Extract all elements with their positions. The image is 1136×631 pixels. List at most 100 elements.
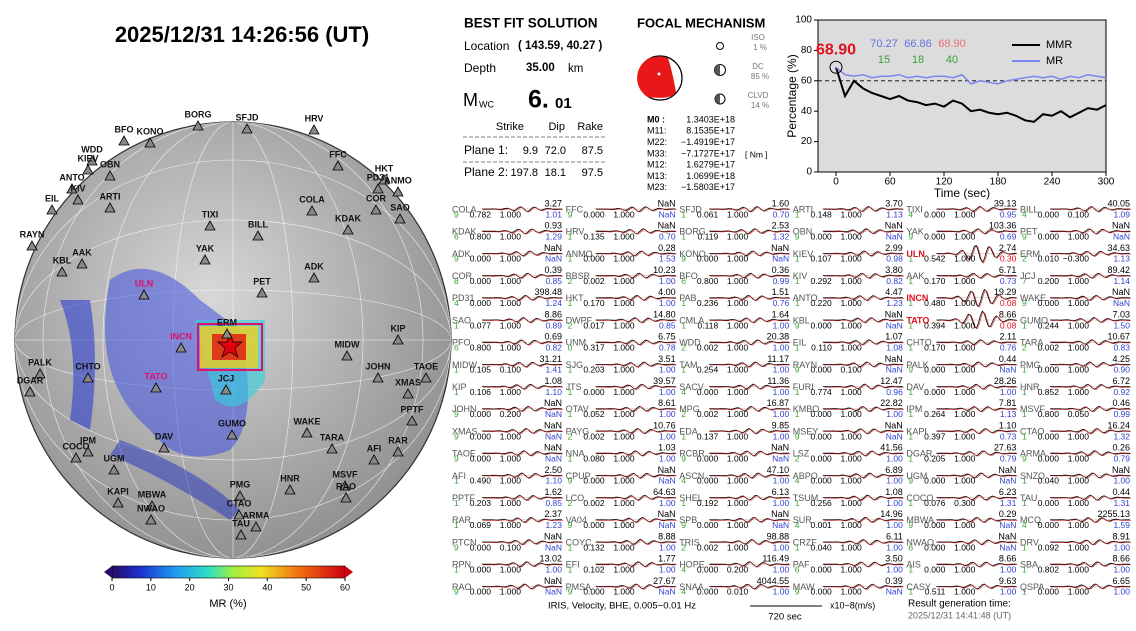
station-count: 1 [1022,431,1027,441]
station-w: 1.000 [841,342,863,352]
station-marker [146,500,158,511]
station-w: 1.000 [1068,564,1090,574]
station-w: 1.000 [1068,453,1090,463]
waveform-synthetic [710,495,791,501]
station-count: 2 [681,542,686,552]
station-name: EIL [793,338,807,348]
station-count: 1 [908,276,913,286]
station-marker [241,123,253,134]
station-name: SNZO [1020,471,1045,481]
station-name: MSEY [793,426,819,436]
waveform-synthetic [710,295,791,302]
station-amp: NaN [998,465,1016,475]
station-marker [372,372,384,383]
station-name: HNR [1020,382,1040,392]
waveform-synthetic [596,295,677,302]
station-amp: 6.75 [658,332,676,342]
waveform-synthetic [596,207,677,213]
station-w: 1.000 [613,342,635,352]
station-name: DGAR [906,449,933,459]
station-ratio: NaN [999,520,1016,530]
station-count: 8 [454,276,459,286]
waveform-synthetic [823,206,904,213]
station-ratio: 0.79 [1000,453,1017,463]
station-ratio: 1.00 [659,498,676,508]
station-count: 1 [1022,498,1027,508]
station-name: NNA [566,449,585,459]
label: Depth [464,61,496,75]
plane-value: 97.5 [582,167,603,179]
waveform-synthetic [596,428,677,435]
waveform-synthetic [1051,339,1132,346]
station-ratio: NaN [886,231,903,241]
station-count: 2 [568,320,573,330]
waveform-synthetic [483,518,564,524]
map-station-label: KAPI [107,486,129,496]
station-count: 9 [681,520,686,530]
station-amp: NaN [885,354,903,364]
station-marker [112,497,124,508]
waveform [595,250,676,256]
station-ratio: NaN [886,365,903,375]
station-w: 1.000 [954,298,976,308]
station-cc: 0.480 [924,298,946,308]
station-cc: 0.002 [697,542,719,552]
station-w: −0.300 [1063,254,1090,264]
stat: 66.86 [904,38,932,50]
station-name: ADK [452,249,471,259]
waveform-synthetic [596,451,677,457]
station-marker [368,454,380,465]
waveform-synthetic [483,450,564,457]
station-amp: 4044.55 [757,576,790,586]
station-amp: 10.76 [653,420,676,430]
station-w: 1.000 [1068,298,1090,308]
station-ratio: 0.76 [773,298,790,308]
station-ratio: NaN [772,254,789,264]
waveform-synthetic [823,273,904,280]
station-ratio: 1.00 [659,387,676,397]
station-name: KBL [793,315,810,325]
map-station-label: GUMO [218,418,246,428]
station-ratio: NaN [659,209,676,219]
station-w: 1.000 [727,453,749,463]
station-marker [192,120,204,131]
station-cc: 0.000 [697,387,719,397]
waveform [822,494,903,501]
station-w: 1.000 [954,564,976,574]
station-name: DRV [1020,537,1039,547]
station-cc: 0.000 [924,387,946,397]
station-amp: 0.44 [999,354,1017,364]
waveform [595,383,676,390]
station-cc: 0.000 [1038,520,1060,530]
station-cc: 0.317 [583,342,605,352]
station-w: 1.000 [500,564,522,574]
station-name: PFO [452,338,471,348]
station-cc: 0.800 [697,276,719,286]
station-ratio: 0.85 [545,498,562,508]
station-count: 1 [568,542,573,552]
component-name: ISO [751,33,765,42]
station-count: 1 [681,231,686,241]
station-w: 0.200 [500,409,522,419]
station-w: 1.000 [954,231,976,241]
waveform-synthetic [596,362,677,368]
waveform [709,361,790,368]
station-amp: 1.08 [544,376,562,386]
station-amp: NaN [771,509,789,519]
station-amp: 1.08 [885,487,903,497]
station-count: 9 [568,476,573,486]
station-w: 1.000 [500,320,522,330]
station-cc: 0.292 [811,276,833,286]
globe [14,121,452,559]
annotation: 68.90 [816,41,856,58]
station-name: CRZF [793,537,817,547]
station-cc: 0.000 [470,564,492,574]
station-count: 6 [454,231,459,241]
waveform-synthetic [483,317,563,324]
station-w: 1.000 [1068,476,1090,486]
waveform [936,206,1017,212]
waveform-synthetic [1051,407,1132,413]
station-name: CMLA [679,315,704,325]
station-name: FURI [793,382,814,392]
station-marker [402,388,414,399]
